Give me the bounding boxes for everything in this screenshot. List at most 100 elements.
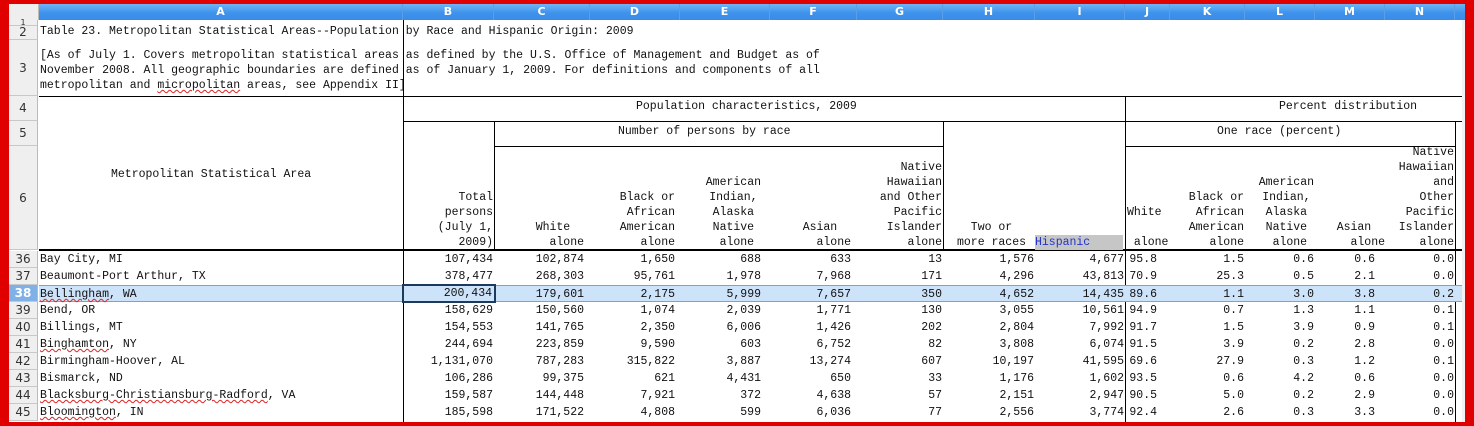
cell-p-nhpi[interactable]: 0.1 bbox=[1433, 304, 1454, 317]
cell-total[interactable]: 185,598 bbox=[444, 406, 493, 419]
cell-black[interactable]: 9,590 bbox=[640, 338, 675, 351]
table-row[interactable]: Blacksburg-Christiansburg-Radford, VA 159… bbox=[39, 387, 1462, 404]
cell-two[interactable]: 2,556 bbox=[999, 406, 1034, 419]
row-header-41[interactable]: 41 bbox=[9, 336, 38, 353]
cell-p-asian[interactable]: 0.9 bbox=[1354, 321, 1375, 334]
cell-p-aian[interactable]: 0.2 bbox=[1293, 389, 1314, 402]
column-header-b[interactable]: B bbox=[403, 4, 494, 20]
cell-hisp[interactable]: 41,595 bbox=[1082, 355, 1124, 368]
row-header-2[interactable]: 2 bbox=[9, 26, 38, 40]
column-header-c[interactable]: C bbox=[494, 4, 590, 20]
cell-p-nhpi[interactable]: 0.0 bbox=[1433, 253, 1454, 266]
cell-asian[interactable]: 7,657 bbox=[816, 288, 851, 301]
cell-asian[interactable]: 1,771 bbox=[816, 304, 851, 317]
cell-area[interactable]: Bellingham, WA bbox=[40, 286, 137, 303]
cell-hisp[interactable]: 10,561 bbox=[1082, 304, 1124, 317]
column-header-h[interactable]: H bbox=[943, 4, 1035, 20]
cell-area[interactable]: Bend, OR bbox=[40, 304, 96, 317]
cell-aian[interactable]: 4,431 bbox=[726, 372, 761, 385]
cell-asian[interactable]: 650 bbox=[830, 372, 851, 385]
cell-nhpi[interactable]: 130 bbox=[921, 304, 942, 317]
cell-aian[interactable]: 1,978 bbox=[726, 270, 761, 283]
cell-p-white[interactable]: 92.4 bbox=[1129, 406, 1157, 419]
table-row[interactable]: Bismarck, ND 106,286 99,375 621 4,431 650 33 1,… bbox=[39, 370, 1462, 387]
cell-aian[interactable]: 372 bbox=[740, 389, 761, 402]
column-header-k[interactable]: K bbox=[1170, 4, 1245, 20]
cell-hisp[interactable]: 6,074 bbox=[1089, 338, 1124, 351]
table-row[interactable]: Bellingham, WA 200,434 179,601 2,175 5,999 7,… bbox=[39, 284, 1462, 303]
cell-p-black[interactable]: 0.6 bbox=[1223, 372, 1244, 385]
header-hispanic[interactable]: Hispanic bbox=[1035, 235, 1123, 250]
cell-total[interactable]: 378,477 bbox=[444, 270, 493, 283]
cell-p-aian[interactable]: 0.2 bbox=[1293, 338, 1314, 351]
cell-p-white[interactable]: 69.6 bbox=[1129, 355, 1157, 368]
cell-area[interactable]: Binghamton, NY bbox=[40, 336, 137, 353]
cell-area[interactable]: Bay City, MI bbox=[40, 253, 123, 266]
cell-p-black[interactable]: 25.3 bbox=[1216, 270, 1244, 283]
cell-asian[interactable]: 13,274 bbox=[809, 355, 851, 368]
cell-p-asian[interactable]: 0.6 bbox=[1354, 372, 1375, 385]
cell-white[interactable]: 223,859 bbox=[535, 338, 584, 351]
column-header-j[interactable]: J bbox=[1125, 4, 1170, 20]
cell-p-black[interactable]: 27.9 bbox=[1216, 355, 1244, 368]
cell-white[interactable]: 102,874 bbox=[535, 253, 584, 266]
cell-p-white[interactable]: 94.9 bbox=[1129, 304, 1157, 317]
cell-black[interactable]: 4,808 bbox=[640, 406, 675, 419]
cell-white[interactable]: 179,601 bbox=[535, 288, 584, 301]
cell-asian[interactable]: 633 bbox=[830, 253, 851, 266]
cell-white[interactable]: 99,375 bbox=[542, 372, 584, 385]
cell-aian[interactable]: 599 bbox=[740, 406, 761, 419]
cell-aian[interactable]: 6,006 bbox=[726, 321, 761, 334]
cell-aian[interactable]: 603 bbox=[740, 338, 761, 351]
cell-total[interactable]: 158,629 bbox=[444, 304, 493, 317]
cell-area[interactable]: Beaumont-Port Arthur, TX bbox=[40, 270, 206, 283]
cell-nhpi[interactable]: 77 bbox=[928, 406, 942, 419]
cell-total[interactable]: 159,587 bbox=[444, 389, 493, 402]
cell-p-asian[interactable]: 1.1 bbox=[1354, 304, 1375, 317]
cell-black[interactable]: 1,074 bbox=[640, 304, 675, 317]
cell-p-asian[interactable]: 3.8 bbox=[1354, 288, 1375, 301]
vertical-scrollbar[interactable] bbox=[1462, 20, 1465, 422]
cell-asian[interactable]: 1,426 bbox=[816, 321, 851, 334]
cell-nhpi[interactable]: 350 bbox=[921, 288, 942, 301]
cell-area[interactable]: Birmingham-Hoover, AL bbox=[40, 355, 185, 368]
cell-white[interactable]: 150,560 bbox=[535, 304, 584, 317]
row-header-36[interactable]: 36 bbox=[9, 251, 38, 268]
cell-p-black[interactable]: 0.7 bbox=[1223, 304, 1244, 317]
cell-two[interactable]: 4,652 bbox=[999, 288, 1034, 301]
cell-total[interactable]: 107,434 bbox=[444, 253, 493, 266]
column-header-f[interactable]: F bbox=[770, 4, 857, 20]
row-header-3[interactable]: 3 bbox=[9, 40, 38, 96]
cell-two[interactable]: 1,176 bbox=[999, 372, 1034, 385]
cell-hisp[interactable]: 4,677 bbox=[1089, 253, 1124, 266]
cell-nhpi[interactable]: 82 bbox=[928, 338, 942, 351]
cell-asian[interactable]: 6,036 bbox=[816, 406, 851, 419]
cell-aian[interactable]: 5,999 bbox=[726, 288, 761, 301]
cell-two[interactable]: 1,576 bbox=[999, 253, 1034, 266]
cell-black[interactable]: 7,921 bbox=[640, 389, 675, 402]
cell-p-asian[interactable]: 3.3 bbox=[1354, 406, 1375, 419]
cell-black[interactable]: 621 bbox=[654, 372, 675, 385]
cell-white[interactable]: 787,283 bbox=[535, 355, 584, 368]
column-header-i[interactable]: I bbox=[1035, 4, 1125, 20]
cell-p-nhpi[interactable]: 0.0 bbox=[1433, 389, 1454, 402]
cell-hisp[interactable]: 2,947 bbox=[1089, 389, 1124, 402]
cell-black[interactable]: 1,650 bbox=[640, 253, 675, 266]
cell-p-white[interactable]: 89.6 bbox=[1129, 288, 1157, 301]
table-row[interactable]: Beaumont-Port Arthur, TX 378,477 268,303 95… bbox=[39, 268, 1462, 285]
cell-p-nhpi[interactable]: 0.0 bbox=[1433, 372, 1454, 385]
cell-black[interactable]: 315,822 bbox=[626, 355, 675, 368]
cell-two[interactable]: 3,055 bbox=[999, 304, 1034, 317]
row-header-43[interactable]: 43 bbox=[9, 370, 38, 387]
cell-total[interactable]: 106,286 bbox=[444, 372, 493, 385]
table-row[interactable]: Bend, OR 158,629 150,560 1,074 2,039 1,771 130… bbox=[39, 302, 1462, 319]
cell-area[interactable]: Blacksburg-Christiansburg-Radford, VA bbox=[40, 387, 295, 404]
row-header-39[interactable]: 39 bbox=[9, 302, 38, 319]
cell-two[interactable]: 3,808 bbox=[999, 338, 1034, 351]
cell-p-aian[interactable]: 3.0 bbox=[1293, 288, 1314, 301]
cell-p-black[interactable]: 2.6 bbox=[1223, 406, 1244, 419]
cell-hisp[interactable]: 14,435 bbox=[1082, 288, 1124, 301]
cell-p-aian[interactable]: 0.3 bbox=[1293, 406, 1314, 419]
cell-p-nhpi[interactable]: 0.0 bbox=[1433, 270, 1454, 283]
cell-total[interactable]: 200,434 bbox=[402, 284, 496, 303]
